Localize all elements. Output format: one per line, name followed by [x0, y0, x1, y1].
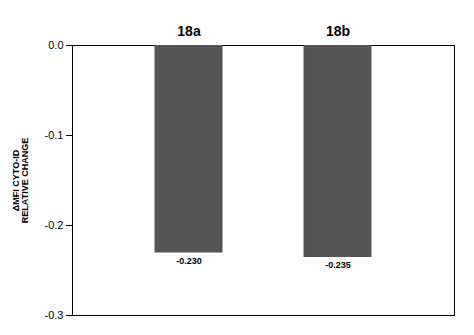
svg-text:-0.235: -0.235 [325, 260, 351, 270]
svg-text:-0.2: -0.2 [45, 219, 64, 231]
svg-text:18a: 18a [177, 23, 201, 39]
svg-text:-0.1: -0.1 [45, 129, 64, 141]
svg-text:ΔMFI CYTO-IDRELATIVE CHANGE: ΔMFI CYTO-IDRELATIVE CHANGE [11, 138, 30, 223]
svg-text:18b: 18b [326, 23, 350, 39]
svg-text:-0.3: -0.3 [45, 309, 64, 321]
svg-text:0.0: 0.0 [48, 39, 63, 51]
svg-text:-0.230: -0.230 [176, 256, 202, 266]
